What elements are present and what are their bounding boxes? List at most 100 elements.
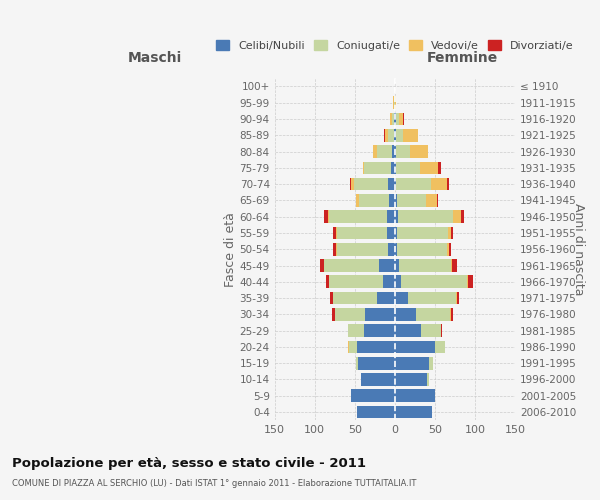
Bar: [397, 194, 426, 207]
Bar: [329, 276, 383, 288]
Bar: [399, 112, 403, 126]
Bar: [320, 259, 323, 272]
Bar: [395, 390, 435, 402]
Bar: [326, 276, 329, 288]
Bar: [437, 194, 438, 207]
Bar: [388, 129, 394, 141]
Bar: [359, 194, 389, 207]
Bar: [373, 145, 377, 158]
Bar: [440, 324, 442, 337]
Bar: [398, 210, 452, 223]
Bar: [452, 210, 461, 223]
Bar: [330, 292, 333, 304]
Bar: [403, 112, 404, 126]
Bar: [323, 259, 325, 272]
Bar: [365, 308, 395, 320]
Bar: [395, 292, 407, 304]
Bar: [397, 145, 410, 158]
Bar: [354, 178, 388, 190]
Bar: [395, 194, 397, 207]
Bar: [329, 210, 387, 223]
Bar: [395, 308, 416, 320]
Bar: [363, 162, 364, 174]
Bar: [394, 96, 395, 109]
Bar: [392, 145, 395, 158]
Bar: [394, 129, 395, 141]
Bar: [337, 226, 387, 239]
Bar: [332, 308, 335, 320]
Bar: [447, 243, 449, 256]
Bar: [392, 112, 394, 126]
Bar: [379, 259, 395, 272]
Bar: [397, 243, 447, 256]
Bar: [356, 194, 359, 207]
Text: Femmine: Femmine: [427, 50, 498, 64]
Bar: [351, 178, 354, 190]
Bar: [377, 145, 392, 158]
Bar: [388, 243, 395, 256]
Bar: [395, 129, 403, 141]
Bar: [450, 308, 451, 320]
Bar: [395, 340, 435, 353]
Bar: [416, 308, 450, 320]
Bar: [403, 129, 418, 141]
Bar: [451, 308, 454, 320]
Bar: [393, 96, 394, 109]
Bar: [335, 308, 365, 320]
Bar: [383, 276, 395, 288]
Bar: [361, 373, 395, 386]
Bar: [457, 292, 459, 304]
Bar: [395, 373, 427, 386]
Bar: [387, 210, 395, 223]
Bar: [356, 357, 358, 370]
Bar: [435, 340, 445, 353]
Bar: [395, 112, 399, 126]
Bar: [395, 145, 397, 158]
Bar: [395, 259, 399, 272]
Bar: [383, 129, 385, 141]
Bar: [395, 243, 397, 256]
Bar: [395, 357, 430, 370]
Bar: [388, 178, 395, 190]
Bar: [395, 178, 397, 190]
Bar: [456, 292, 457, 304]
Bar: [427, 373, 428, 386]
Bar: [347, 340, 349, 353]
Bar: [391, 162, 395, 174]
Bar: [438, 162, 440, 174]
Bar: [449, 243, 451, 256]
Bar: [468, 276, 473, 288]
Bar: [395, 406, 432, 418]
Bar: [421, 324, 440, 337]
Legend: Celibi/Nubili, Coniugati/e, Vedovi/e, Divorziati/e: Celibi/Nubili, Coniugati/e, Vedovi/e, Di…: [212, 36, 578, 56]
Bar: [349, 340, 357, 353]
Bar: [395, 276, 401, 288]
Bar: [452, 259, 457, 272]
Bar: [337, 243, 388, 256]
Bar: [364, 324, 395, 337]
Bar: [430, 357, 433, 370]
Bar: [389, 194, 395, 207]
Bar: [357, 340, 395, 353]
Bar: [395, 162, 397, 174]
Bar: [431, 178, 447, 190]
Bar: [447, 178, 449, 190]
Bar: [467, 276, 468, 288]
Bar: [390, 112, 392, 126]
Y-axis label: Fasce di età: Fasce di età: [224, 212, 237, 286]
Y-axis label: Anni di nascita: Anni di nascita: [572, 203, 585, 296]
Bar: [325, 210, 328, 223]
Bar: [377, 292, 395, 304]
Bar: [328, 210, 329, 223]
Bar: [399, 259, 451, 272]
Bar: [421, 162, 438, 174]
Bar: [461, 210, 464, 223]
Bar: [333, 292, 377, 304]
Bar: [397, 178, 431, 190]
Bar: [387, 226, 395, 239]
Bar: [397, 226, 448, 239]
Bar: [395, 324, 421, 337]
Bar: [325, 259, 379, 272]
Bar: [333, 243, 337, 256]
Bar: [395, 226, 397, 239]
